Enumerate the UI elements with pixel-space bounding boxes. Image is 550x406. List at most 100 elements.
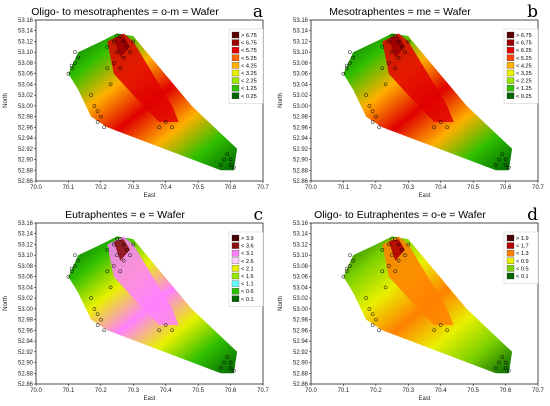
- legend-swatch: [506, 77, 515, 84]
- x-tick-label: 70.5: [467, 388, 479, 394]
- x-tick-label: 70.0: [305, 185, 317, 191]
- sampling-point: [111, 61, 116, 65]
- sampling-point: [73, 253, 77, 258]
- sampling-point: [351, 258, 356, 263]
- sampling-point: [396, 55, 401, 60]
- y-tick-label: 52.94: [293, 136, 309, 142]
- hot-core: [113, 36, 130, 58]
- y-tick-label: 53.10: [18, 50, 34, 56]
- chart-title: Mesotraphentes = me = Wafer: [329, 6, 471, 18]
- legend-swatch: [506, 250, 515, 257]
- y-tick-label: 52.90: [293, 361, 309, 367]
- sampling-point: [380, 44, 385, 49]
- sampling-point: [95, 312, 100, 317]
- sampling-point: [222, 157, 226, 162]
- chart-panel-d: Oligo- to Eutraphentes = o-e = Wafer d 7…: [275, 203, 550, 406]
- legend-label: < 1.7: [516, 244, 529, 250]
- y-tick-label: 52.98: [293, 115, 309, 121]
- y-tick-label: 52.86: [293, 382, 309, 388]
- sampling-point: [131, 242, 136, 247]
- sampling-point: [348, 253, 352, 258]
- hot-core: [113, 239, 130, 261]
- sampling-point: [364, 296, 368, 300]
- y-tick-label: 52.88: [293, 168, 309, 174]
- panel-letter: b: [527, 2, 538, 22]
- x-tick-label: 70.2: [370, 388, 382, 394]
- legend-swatch: [231, 272, 240, 280]
- chart-svg: 70.0 70.1 70.2 70.3 70.4 70.5 70.6 70.7 53.16 53.…: [278, 18, 544, 199]
- x-tick-label: 70.1: [63, 185, 75, 191]
- y-tick-label: 53.06: [18, 275, 34, 281]
- y-tick-label: 52.88: [293, 371, 309, 377]
- x-tick-label: 70.7: [532, 388, 544, 394]
- x-axis-label: East: [418, 193, 430, 199]
- legend-label: < 5.75: [241, 48, 257, 54]
- sampling-point: [69, 269, 74, 274]
- chart-svg: 70.0 70.1 70.2 70.3 70.4 70.5 70.6 70.7 53.16 53.…: [3, 18, 269, 199]
- legend-swatch: [231, 39, 240, 46]
- legend-label: > 6.75: [241, 33, 257, 39]
- sampling-point: [383, 82, 388, 87]
- sampling-point: [124, 44, 129, 49]
- x-axis-label: East: [418, 396, 430, 402]
- sampling-point: [403, 253, 407, 258]
- sampling-point: [73, 50, 77, 55]
- sampling-point: [92, 104, 97, 108]
- sampling-point: [131, 39, 136, 44]
- x-tick-label: 70.6: [500, 388, 512, 394]
- y-axis-label: North: [3, 296, 9, 311]
- panel-letter: a: [252, 2, 263, 22]
- sampling-point: [383, 285, 388, 290]
- sampling-point: [386, 61, 391, 65]
- legend-swatch: [231, 265, 240, 272]
- legend-swatch: [506, 234, 515, 242]
- y-tick-label: 53.02: [293, 93, 309, 99]
- sampling-point: [170, 125, 175, 130]
- sampling-point: [157, 328, 162, 333]
- legend-swatch: [231, 54, 240, 61]
- sampling-point: [406, 242, 411, 247]
- sampling-point: [374, 317, 378, 322]
- x-tick-label: 70.2: [95, 388, 107, 394]
- sampling-point: [445, 328, 450, 333]
- legend-label: < 0.25: [516, 94, 532, 100]
- legend-swatch: [506, 39, 515, 46]
- sampling-point: [102, 328, 106, 333]
- sampling-point: [170, 328, 175, 333]
- legend-swatch: [231, 85, 240, 92]
- x-tick-label: 70.7: [257, 185, 269, 191]
- sampling-point: [367, 307, 372, 311]
- x-tick-label: 70.3: [127, 185, 139, 191]
- legend-label: < 6.75: [516, 41, 532, 47]
- sampling-point: [503, 163, 508, 167]
- y-tick-label: 53.08: [18, 61, 34, 67]
- legend-swatch: [506, 272, 515, 280]
- sampling-point: [228, 366, 233, 370]
- y-tick-label: 53.04: [18, 82, 34, 88]
- sampling-point: [111, 242, 116, 247]
- legend-swatch: [506, 92, 515, 99]
- sampling-point: [163, 323, 168, 327]
- x-tick-label: 70.5: [467, 185, 479, 191]
- x-tick-label: 70.6: [225, 185, 237, 191]
- sampling-point: [390, 50, 394, 55]
- y-tick-label: 53.04: [293, 82, 309, 88]
- y-tick-label: 53.08: [18, 264, 34, 270]
- legend-swatch: [231, 62, 240, 69]
- sampling-point: [393, 34, 398, 38]
- legend-label: < 3.25: [516, 71, 532, 77]
- sampling-point: [121, 242, 126, 247]
- y-tick-label: 52.92: [293, 350, 309, 356]
- x-tick-label: 70.3: [127, 388, 139, 394]
- x-tick-label: 70.5: [192, 185, 204, 191]
- x-tick-label: 70.2: [95, 185, 107, 191]
- legend-label: > 1.9: [516, 236, 529, 242]
- sampling-point: [377, 328, 381, 333]
- legend-label: < 0.1: [516, 274, 529, 280]
- y-tick-label: 53.14: [18, 29, 34, 35]
- sampling-point: [111, 264, 116, 268]
- y-tick-label: 53.00: [293, 307, 309, 313]
- sampling-point: [92, 307, 97, 311]
- x-tick-label: 70.5: [192, 388, 204, 394]
- y-tick-label: 53.06: [293, 275, 309, 281]
